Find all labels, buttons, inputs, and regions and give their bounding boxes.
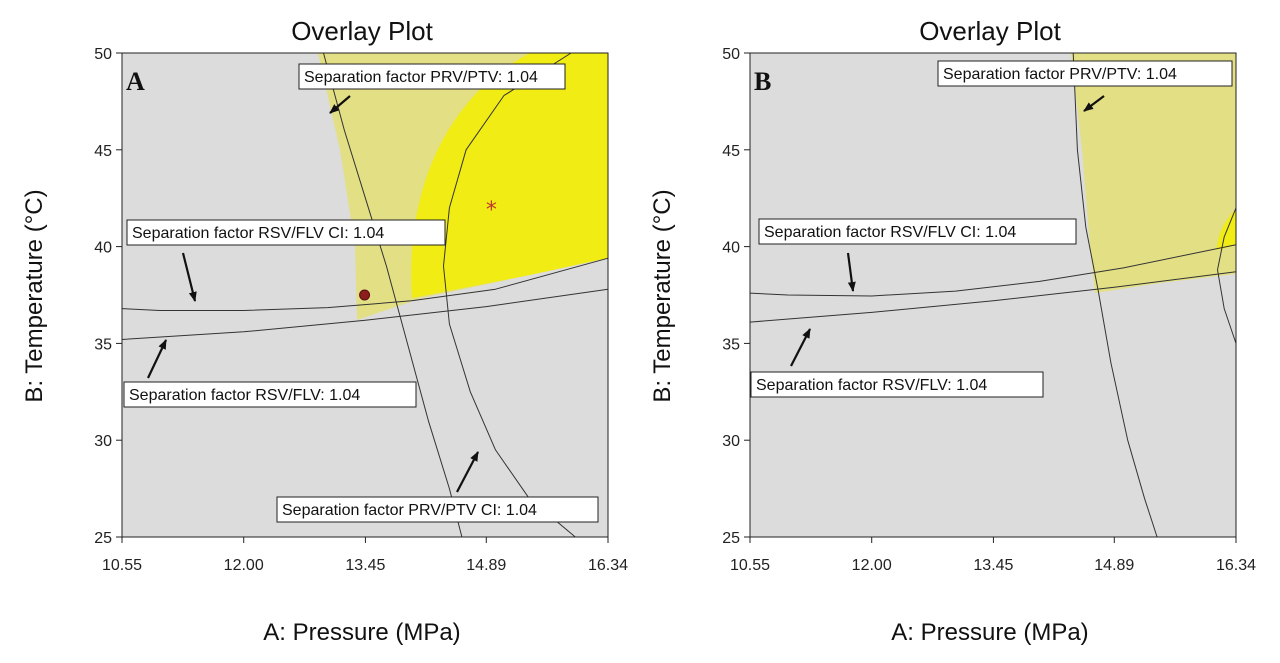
- annotation-arrow: [181, 252, 197, 302]
- contour-line: [121, 257, 609, 311]
- panel-b-annotation-rsv-flv: Separation factor RSV/FLV: 1.04: [750, 328, 1044, 398]
- y-tick-label: 50: [722, 46, 740, 63]
- panel-a-x-axis-label: A: Pressure (MPa): [263, 619, 460, 646]
- panel-a-annotation-rsv-flv: Separation factor RSV/FLV: 1.04: [123, 339, 417, 408]
- annotation-box: [126, 219, 446, 246]
- y-tick-label: 40: [94, 240, 112, 257]
- panel-b: Overlay Plot B 10.55 12.00 13.45 14.89 16.34…: [649, 16, 1256, 646]
- annotation-arrow: [329, 95, 351, 114]
- annotation-text: Separation factor RSV/FLV CI: 1.04: [764, 224, 1016, 241]
- panel-b-ticks: 10.55 12.00 13.45 14.89 16.34 25 30 35 40 45 50: [722, 46, 1256, 574]
- panel-a: Overlay Plot A * 10.55 12.00 13.45 14.89 16.…: [21, 16, 628, 646]
- contour-line: [443, 52, 576, 538]
- annotation-text: Separation factor RSV/FLV: 1.04: [129, 387, 360, 404]
- y-tick-label: 30: [94, 433, 112, 450]
- annotation-box: [123, 381, 417, 408]
- panel-a-annotation-prv-ptv-ci: Separation factor PRV/PTV CI: 1.04: [276, 451, 599, 523]
- x-tick-label: 14.89: [466, 557, 506, 574]
- panel-b-contours: [749, 52, 1237, 538]
- annotation-text: Separation factor PRV/PTV: 1.04: [943, 66, 1177, 83]
- x-tick-label: 16.34: [1216, 557, 1256, 574]
- panel-a-y-axis-label: B: Temperature (°C): [21, 189, 48, 402]
- x-tick-label: 14.89: [1094, 557, 1134, 574]
- contour-line: [749, 271, 1237, 323]
- annotation-arrow: [147, 339, 167, 379]
- y-tick-label: 30: [722, 433, 740, 450]
- annotation-box: [758, 218, 1077, 245]
- annotation-box: [750, 371, 1044, 398]
- panel-b-annotation-rsv-flv-ci: Separation factor RSV/FLV CI: 1.04: [758, 218, 1077, 292]
- y-tick-label: 35: [722, 336, 740, 353]
- contour-line: [121, 288, 609, 340]
- panel-a-markers: *: [359, 198, 497, 301]
- annotation-text: Separation factor RSV/FLV CI: 1.04: [132, 225, 384, 242]
- y-tick-label: 25: [722, 530, 740, 547]
- x-tick-label: 13.45: [973, 557, 1013, 574]
- optimum-asterisk-marker: *: [486, 198, 497, 223]
- panel-a-letter: A: [126, 67, 145, 96]
- panel-a-annotation-rsv-flv-ci: Separation factor RSV/FLV CI: 1.04: [126, 219, 446, 302]
- panel-b-annotation-prv-ptv: Separation factor PRV/PTV: 1.04: [937, 60, 1233, 112]
- annotation-box: [276, 496, 599, 523]
- x-tick-label: 12.00: [852, 557, 892, 574]
- panel-a-region-sweet: [411, 53, 608, 298]
- annotation-text: Separation factor RSV/FLV: 1.04: [756, 377, 987, 394]
- panel-b-letter: B: [754, 67, 771, 96]
- y-tick-label: 45: [94, 143, 112, 160]
- x-tick-label: 12.00: [224, 557, 264, 574]
- annotation-text: Separation factor PRV/PTV: 1.04: [304, 69, 538, 86]
- x-tick-label: 16.34: [588, 557, 628, 574]
- panel-a-title: Overlay Plot: [291, 16, 433, 46]
- x-tick-label: 10.55: [102, 557, 142, 574]
- contour-line: [749, 244, 1237, 297]
- annotation-text: Separation factor PRV/PTV CI: 1.04: [282, 502, 537, 519]
- x-tick-label: 13.45: [345, 557, 385, 574]
- design-point-marker: [359, 289, 371, 301]
- annotation-box: [298, 63, 566, 90]
- contour-line: [323, 52, 463, 538]
- panel-b-y-axis-label: B: Temperature (°C): [649, 189, 676, 402]
- annotation-arrow: [846, 252, 856, 292]
- y-tick-label: 25: [94, 530, 112, 547]
- y-tick-label: 35: [94, 336, 112, 353]
- panel-a-contours: [121, 52, 609, 538]
- y-tick-label: 40: [722, 240, 740, 257]
- panel-b-x-axis-label: A: Pressure (MPa): [891, 619, 1088, 646]
- panel-a-ticks: 10.55 12.00 13.45 14.89 16.34 25 30 35 40 45 50: [94, 46, 628, 574]
- panel-a-annotation-prv-ptv: Separation factor PRV/PTV: 1.04: [298, 63, 566, 114]
- x-tick-label: 10.55: [730, 557, 770, 574]
- y-tick-label: 45: [722, 143, 740, 160]
- annotation-arrow: [456, 451, 479, 493]
- annotation-arrow: [1083, 95, 1105, 112]
- annotation-box: [937, 60, 1233, 87]
- panel-b-region-ci: [1071, 53, 1236, 293]
- contour-line: [1072, 52, 1158, 538]
- y-tick-label: 50: [94, 46, 112, 63]
- contour-line: [1217, 207, 1237, 344]
- panel-b-title: Overlay Plot: [919, 16, 1061, 46]
- annotation-arrow: [790, 328, 811, 367]
